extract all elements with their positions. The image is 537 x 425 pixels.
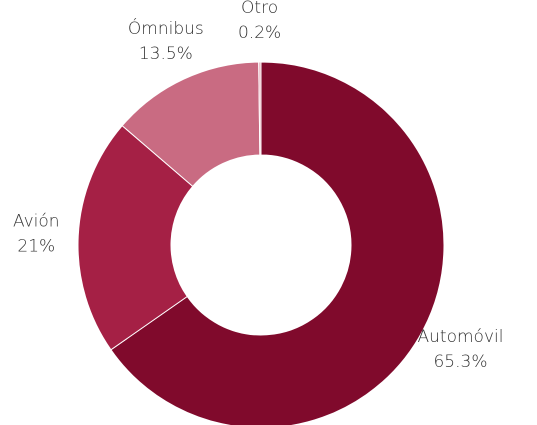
donut-slice	[110, 61, 445, 425]
slice-label: Automóvil	[418, 327, 504, 347]
slice-value: 13.5%	[139, 44, 193, 64]
donut-slice	[258, 61, 262, 156]
slice-value: 21%	[17, 237, 55, 257]
slice-label: Otro	[241, 0, 278, 18]
slice-label: Avión	[13, 212, 60, 232]
donut-slice	[77, 125, 194, 351]
slice-value: 65.3%	[433, 352, 487, 372]
slice-value: 0.2%	[238, 23, 281, 43]
slice-label: Ómnibus	[128, 17, 204, 39]
